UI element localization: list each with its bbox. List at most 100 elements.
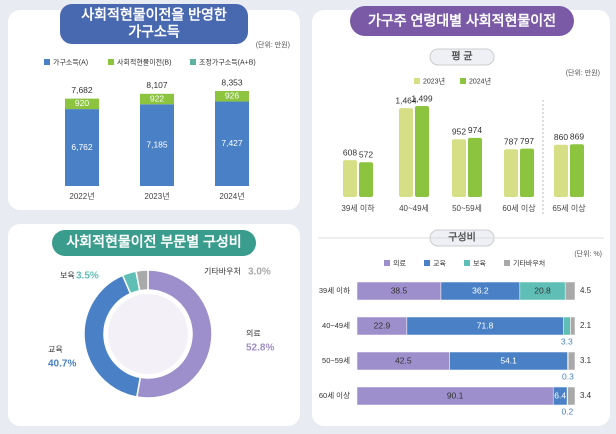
chart-title: 사회적현물이전을 반영한: [81, 7, 227, 23]
slice-label: 교육: [48, 345, 63, 354]
bar-segment: [215, 101, 249, 186]
x-tick-label: 39세 이하: [341, 203, 375, 213]
x-tick-label: 60세 이상: [502, 203, 536, 213]
bar: [399, 108, 413, 197]
legend-swatch: [464, 260, 470, 266]
bar-segment: [215, 91, 249, 102]
legend-label: 보육: [473, 259, 486, 267]
chart-title: 사회적현물이전 부문별 구성비: [66, 234, 241, 250]
y-tick-label: 40~49세: [322, 321, 350, 330]
bar: [343, 160, 357, 197]
unit-label: (단위: 만원): [566, 68, 600, 77]
subtitle-tab: [429, 48, 495, 66]
slice-label: 의료: [246, 328, 261, 338]
legend-swatch: [190, 59, 196, 65]
legend-label: 가구소득(A): [53, 57, 88, 66]
legend-label: 의료: [393, 258, 406, 267]
legend-swatch: [504, 260, 510, 266]
value-label: 36.2: [472, 285, 489, 295]
value-label: 1,464: [395, 95, 417, 105]
value-label: 6.4: [554, 390, 566, 400]
legend-swatch: [460, 78, 466, 84]
value-label: 7,185: [146, 139, 168, 149]
bar: [468, 137, 482, 197]
slice-value: 52.8%: [246, 343, 274, 354]
legend-swatch: [44, 59, 50, 65]
bar: [415, 106, 429, 197]
x-tick-label: 2023년: [144, 191, 169, 201]
legend-swatch: [414, 78, 420, 84]
x-tick-label: 40~49세: [399, 204, 429, 213]
unit-label: (단위: %): [574, 249, 602, 258]
legend-label: 2023년: [423, 76, 445, 85]
value-label: 20.8: [534, 285, 551, 295]
title-tab: [52, 230, 256, 256]
total-label: 8,107: [146, 80, 168, 90]
chart-title: 가구주 연령대별 사회적현물이전: [368, 13, 556, 29]
chart-title: 가구소득: [128, 24, 180, 40]
bar-segment: [562, 316, 571, 336]
value-label: 572: [359, 150, 373, 160]
value-label: 2.1: [580, 321, 592, 330]
value-label: 3.3: [561, 336, 573, 346]
value-label: 952: [452, 126, 466, 136]
slice-label: 기타바우처: [204, 266, 241, 276]
legend-label: 교육: [433, 259, 446, 267]
bar-segment: [570, 316, 576, 336]
value-label: 3.1: [580, 356, 592, 365]
value-label: 0.2: [561, 406, 573, 416]
donut-center: [108, 294, 188, 374]
value-label: 920: [75, 98, 89, 108]
value-label: 22.9: [374, 320, 391, 330]
value-label: 1,499: [411, 93, 433, 103]
legend-swatch: [424, 260, 430, 266]
bar: [504, 149, 518, 197]
x-tick-label: 2024년: [219, 191, 244, 201]
value-label: 3.4: [580, 391, 592, 400]
bar-segment: [140, 93, 174, 105]
bar: [554, 144, 568, 197]
value-label: 797: [520, 136, 534, 146]
y-tick-label: 50~59세: [322, 356, 350, 365]
bar-segment: [567, 351, 576, 371]
legend-label: 조정가구소득(A+B): [199, 57, 256, 66]
donut-slice: [135, 269, 213, 399]
bar: [570, 144, 584, 197]
x-tick-label: 50~59세: [452, 204, 482, 213]
value-label: 6,762: [71, 142, 93, 152]
value-label: 90.1: [447, 390, 464, 400]
x-tick-label: 65세 이상: [552, 203, 586, 213]
bar-segment: [140, 104, 174, 186]
value-label: 787: [504, 136, 518, 146]
value-label: 0.3: [562, 371, 574, 381]
total-label: 7,682: [71, 85, 93, 95]
legend-label: 사회적현물이전(B): [117, 57, 171, 66]
slice-value: 3.5%: [76, 271, 99, 282]
y-tick-label: 39세 이하: [319, 285, 350, 295]
chart-subtitle: 평 균: [451, 50, 472, 63]
value-label: 869: [570, 131, 584, 141]
legend-swatch: [108, 59, 114, 65]
bar: [520, 148, 534, 197]
value-label: 71.8: [477, 320, 494, 330]
slice-label: 보육: [60, 271, 75, 280]
bar: [452, 139, 466, 197]
legend-label: 기타바우처: [513, 258, 545, 267]
bar-segment: [65, 98, 99, 110]
value-label: 42.5: [395, 355, 412, 365]
bar: [359, 162, 373, 197]
value-label: 7,427: [221, 138, 243, 148]
value-label: 608: [343, 147, 357, 157]
bar-segment: [564, 281, 576, 301]
title-tab: [350, 6, 574, 36]
bar-segment: [567, 386, 576, 406]
unit-label: (단위: 만원): [256, 40, 290, 49]
donut-slice: [135, 269, 149, 292]
total-label: 8,353: [221, 77, 243, 87]
value-label: 54.1: [500, 355, 517, 365]
x-tick-label: 2022년: [69, 191, 94, 201]
legend-label: 2024년: [469, 76, 491, 85]
value-label: 974: [468, 125, 482, 135]
